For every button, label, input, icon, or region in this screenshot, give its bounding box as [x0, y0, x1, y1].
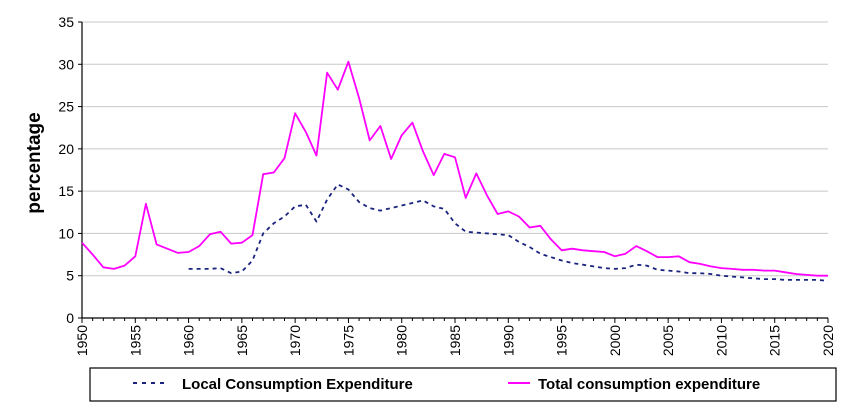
y-tick-label: 5: [66, 268, 74, 284]
legend: Local Consumption Expenditure Total cons…: [89, 367, 837, 402]
y-tick-label: 15: [58, 183, 74, 199]
x-tick-label: 1990: [500, 325, 516, 356]
legend-label-total: Total consumption expenditure: [538, 376, 760, 393]
x-tick-label: 1960: [181, 325, 197, 356]
x-tick-label: 1995: [554, 325, 570, 356]
x-tick-label: 2020: [820, 325, 836, 356]
y-tick-label: 25: [58, 99, 74, 115]
y-axis-label: percentage: [24, 112, 45, 213]
y-tick-label: 35: [58, 14, 74, 30]
x-tick-label: 1965: [234, 325, 250, 356]
x-tick-labels: 1950 1955 1960 1965 1970 1975 1980 1985 1990 1995…: [74, 325, 836, 356]
x-tick-label: 1950: [74, 325, 90, 356]
series-lines: [81, 60, 829, 282]
x-tick-label: 1975: [340, 325, 356, 356]
legend-box: [89, 367, 837, 402]
x-tick-label: 2015: [767, 325, 783, 356]
x-tick-label: 2010: [713, 325, 729, 356]
series-line-local: [188, 183, 829, 282]
y-tick-label: 0: [66, 310, 74, 326]
x-tick-label: 1985: [447, 325, 463, 356]
x-tick-label: 1955: [127, 325, 143, 356]
y-tick-labels: 0 5 10 15 20 25 30 35: [58, 14, 74, 326]
legend-label-local: Local Consumption Expenditure: [182, 376, 413, 393]
axes: [78, 21, 829, 323]
y-tick-label: 30: [58, 56, 74, 72]
x-tick-label: 2005: [660, 325, 676, 356]
y-tick-label: 10: [58, 225, 74, 241]
y-tick-label: 20: [58, 141, 74, 157]
x-tick-label: 2000: [607, 325, 623, 356]
x-tick-label: 1980: [394, 325, 410, 356]
x-tick-label: 1970: [287, 325, 303, 356]
series-line-total: [81, 60, 828, 277]
gridlines: [82, 21, 828, 277]
